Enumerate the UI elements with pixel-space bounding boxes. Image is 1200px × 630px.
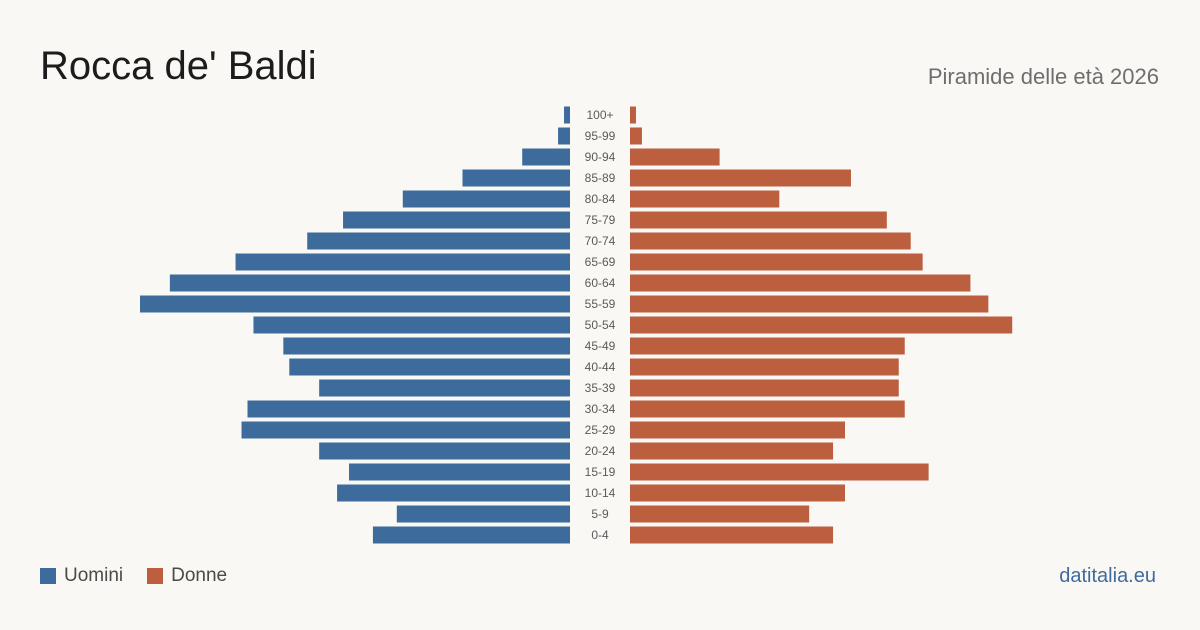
bar-women-70-74: [630, 232, 911, 250]
age-label-45-49: 45-49: [585, 339, 616, 353]
bar-men-35-39: [319, 379, 570, 397]
bar-men-50-54: [253, 316, 570, 334]
bar-women-95-99: [630, 127, 642, 145]
legend-swatch-men: [40, 568, 56, 584]
age-label-90-94: 90-94: [585, 150, 616, 164]
age-label-5-9: 5-9: [591, 507, 609, 521]
bar-women-5-9: [630, 505, 810, 523]
bar-men-20-24: [319, 442, 570, 460]
age-label-25-29: 25-29: [585, 423, 616, 437]
age-label-0-4: 0-4: [591, 528, 609, 542]
bar-women-65-69: [630, 253, 923, 271]
bar-men-80-84: [402, 190, 570, 208]
age-label-100plus: 100+: [586, 108, 613, 122]
bar-men-85-89: [462, 169, 570, 187]
bar-men-55-59: [140, 295, 570, 313]
bar-women-45-49: [630, 337, 905, 355]
bar-women-50-54: [630, 316, 1013, 334]
bar-women-75-79: [630, 211, 887, 229]
bar-women-100plus: [630, 106, 636, 124]
bar-women-55-59: [630, 295, 989, 313]
bar-men-40-44: [289, 358, 570, 376]
bar-women-25-29: [630, 421, 845, 439]
age-label-65-69: 65-69: [585, 255, 616, 269]
bar-men-70-74: [307, 232, 570, 250]
bar-women-35-39: [630, 379, 899, 397]
age-label-10-14: 10-14: [585, 486, 616, 500]
bar-men-75-79: [343, 211, 570, 229]
source-link[interactable]: datitalia.eu: [1059, 565, 1156, 587]
legend-swatch-women: [147, 568, 164, 584]
bar-women-85-89: [630, 169, 851, 187]
legend-label-women: Donne: [171, 565, 228, 586]
age-label-95-99: 95-99: [585, 129, 616, 143]
bar-men-30-34: [247, 400, 570, 418]
age-label-85-89: 85-89: [585, 171, 616, 185]
bar-women-10-14: [630, 484, 845, 502]
bar-men-5-9: [396, 505, 570, 523]
age-label-75-79: 75-79: [585, 213, 616, 227]
bar-men-45-49: [283, 337, 570, 355]
bar-women-80-84: [630, 190, 780, 208]
bar-men-90-94: [522, 148, 570, 166]
bar-women-20-24: [630, 442, 834, 460]
bar-men-15-19: [349, 463, 570, 481]
age-label-55-59: 55-59: [585, 297, 616, 311]
bar-men-65-69: [235, 253, 571, 271]
bar-men-25-29: [241, 421, 570, 439]
legend-label-men: Uomini: [64, 565, 124, 586]
age-label-40-44: 40-44: [585, 360, 616, 374]
bar-women-60-64: [630, 274, 971, 292]
age-label-20-24: 20-24: [585, 444, 616, 458]
chart-subtitle: Piramide delle età 2026: [927, 64, 1159, 89]
age-label-50-54: 50-54: [585, 318, 616, 332]
page-title: Rocca de' Baldi: [40, 44, 317, 88]
legend-item-women: Donne: [147, 563, 227, 589]
bar-men-100plus: [564, 106, 570, 124]
bar-men-95-99: [558, 127, 570, 145]
bar-women-30-34: [630, 400, 905, 418]
bar-women-0-4: [630, 526, 834, 544]
age-label-60-64: 60-64: [585, 276, 616, 290]
legend-item-men: Uomini: [40, 563, 123, 589]
bar-women-90-94: [630, 148, 720, 166]
bar-men-10-14: [337, 484, 570, 502]
age-label-35-39: 35-39: [585, 381, 616, 395]
age-label-30-34: 30-34: [585, 402, 616, 416]
bar-men-0-4: [372, 526, 570, 544]
bar-women-40-44: [630, 358, 899, 376]
age-label-80-84: 80-84: [585, 192, 616, 206]
age-label-15-19: 15-19: [585, 465, 616, 479]
bar-men-60-64: [169, 274, 570, 292]
age-label-70-74: 70-74: [585, 234, 616, 248]
bar-women-15-19: [630, 463, 929, 481]
chart-legend: Uomini Donne: [40, 563, 251, 589]
